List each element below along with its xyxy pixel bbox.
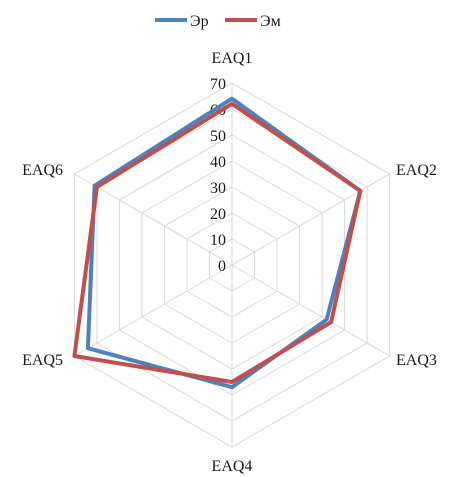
legend-label-series-1: Эр (190, 13, 209, 30)
category-label-eaq1: EAQ1 (212, 50, 253, 67)
grid-spoke-3 (231, 264, 390, 357)
tick-label-20: 20 (210, 206, 226, 223)
category-label-eaq4: EAQ4 (212, 458, 253, 475)
tick-label-50: 50 (210, 128, 226, 145)
grid-spoke-2 (231, 173, 390, 266)
category-label-eaq5: EAQ5 (22, 352, 63, 369)
tick-label-70: 70 (210, 76, 226, 93)
tick-label-0: 0 (218, 258, 226, 275)
legend-label-series-2: Эм (260, 13, 281, 30)
tick-label-10: 10 (210, 232, 226, 249)
tick-label-40: 40 (210, 154, 226, 171)
grid-spoke-5 (74, 264, 233, 357)
radar-grid (73, 82, 391, 448)
category-label-eaq3: EAQ3 (396, 352, 437, 369)
grid-spoke-6 (74, 173, 233, 266)
category-label-eaq6: EAQ6 (22, 162, 63, 179)
category-label-eaq2: EAQ2 (396, 162, 437, 179)
series-line-2 (72, 101, 363, 384)
legend: Эр Эм (155, 13, 281, 30)
category-labels: EAQ1 EAQ2 EAQ3 EAQ4 EAQ5 EAQ6 (22, 50, 437, 475)
radar-series (72, 96, 363, 390)
tick-label-30: 30 (210, 180, 226, 197)
